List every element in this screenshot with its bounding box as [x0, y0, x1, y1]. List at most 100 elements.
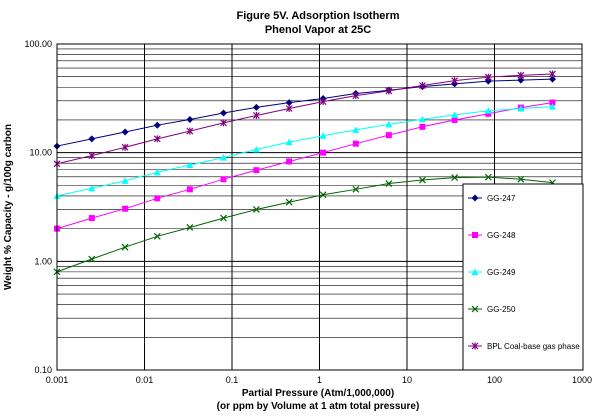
- y-tick-label: 100.00: [24, 39, 52, 49]
- series-4-point: [220, 214, 227, 222]
- chart-subtitle: Phenol Vapor at 25C: [265, 24, 371, 36]
- x-tick-label: 10: [402, 375, 412, 385]
- series-5-point: [319, 98, 327, 106]
- series-2-point: [320, 149, 327, 156]
- legend-swatch-marker: [471, 305, 479, 313]
- series-1-point: [548, 75, 556, 83]
- series-1-point: [252, 103, 260, 111]
- series-4-point: [451, 174, 459, 181]
- series-5-point: [121, 143, 129, 151]
- series-3-point: [484, 107, 492, 114]
- x-tick-label: 1: [317, 375, 322, 385]
- x-tick-label: 0.01: [136, 375, 154, 385]
- series-4-point: [252, 206, 260, 213]
- series-4-point: [186, 224, 194, 231]
- series-4: [53, 173, 556, 276]
- series-3-point: [385, 120, 393, 128]
- series-5-point: [88, 152, 96, 160]
- series-3-line: [56, 106, 553, 197]
- series-4-point: [153, 232, 161, 240]
- y-tick-labels: 0.10 1.00 10.00 100.00: [24, 39, 52, 375]
- series-4-point: [285, 198, 293, 206]
- series-3-point: [220, 154, 228, 161]
- series-5-point: [220, 119, 227, 127]
- series-4-point: [385, 180, 393, 187]
- legend-swatch-marker: [471, 268, 479, 275]
- x-tick-label: 1000: [572, 375, 592, 385]
- y-tick-label: 1.00: [34, 256, 52, 266]
- series-2-point: [352, 140, 359, 147]
- series-2-point: [485, 110, 492, 117]
- series-4-point: [418, 176, 426, 184]
- series-2-line: [56, 102, 553, 230]
- series-3-point: [451, 111, 459, 118]
- legend-swatch-marker: [472, 232, 478, 238]
- series-5-point: [153, 135, 161, 143]
- series-2-point: [186, 186, 193, 193]
- series-5-point: [549, 70, 556, 78]
- series-4-point: [319, 191, 327, 199]
- series-1-point: [285, 99, 293, 107]
- legend-item-4: GG-250: [468, 305, 516, 314]
- legend-label: GG-248: [487, 231, 516, 240]
- x-tick-label: 100: [487, 375, 502, 385]
- series-1-point: [88, 135, 96, 143]
- series-3-point: [186, 161, 194, 169]
- series-5-point: [186, 127, 194, 135]
- legend-box: [462, 183, 584, 371]
- series-1-point: [517, 76, 525, 84]
- legend-swatch-marker: [471, 342, 479, 350]
- series-2-point: [220, 176, 227, 183]
- series-5-point: [418, 82, 426, 90]
- series-1-point: [186, 115, 194, 123]
- series-4-line: [56, 176, 553, 273]
- series-3: [53, 103, 556, 199]
- series-3-point: [319, 132, 327, 139]
- series-2-point: [286, 158, 293, 165]
- series-3-point: [285, 138, 293, 146]
- series-3-point: [517, 104, 525, 112]
- series-3-point: [121, 177, 129, 184]
- series-2-point: [385, 132, 392, 139]
- legend-item-3: GG-249: [468, 268, 516, 277]
- legend-swatch-marker: [471, 194, 479, 202]
- series-2-point: [253, 167, 260, 174]
- series-3-point: [252, 145, 260, 153]
- series-3-point: [88, 184, 96, 192]
- series-5-point: [517, 71, 525, 79]
- series-1-point: [121, 128, 129, 136]
- series-3-point: [548, 103, 556, 110]
- legend-item-1: GG-247: [468, 194, 516, 203]
- y-tick-label: 0.10: [34, 365, 52, 375]
- y-tick-label: 10.00: [29, 148, 52, 158]
- series-1-point: [153, 121, 161, 129]
- legend: GG-247 GG-248 GG-249 GG-250 BPL Coal-base ga…: [462, 183, 584, 371]
- series-1: [53, 75, 556, 150]
- series-2-point: [122, 205, 129, 212]
- series-5-point: [352, 92, 360, 100]
- series-5-point: [252, 111, 260, 119]
- legend-label: BPL Coal-base gas phase: [487, 342, 580, 351]
- series-4-point: [121, 243, 129, 251]
- x-tick-label: 0.1: [226, 375, 239, 385]
- series-2-point: [419, 123, 426, 130]
- series-1-point: [220, 109, 228, 117]
- legend-label: GG-250: [487, 305, 516, 314]
- series-2-point: [451, 116, 458, 123]
- x-axis-label: Partial Pressure (Atm/1,000,000): [242, 388, 394, 399]
- legend-label: GG-247: [487, 194, 516, 203]
- legend-item-2: GG-248: [468, 231, 516, 240]
- series-5-point: [484, 73, 492, 81]
- series-4-point: [484, 173, 492, 181]
- x-tick-labels: 0.001 0.01 0.1 1 10 100 1000: [46, 375, 592, 385]
- legend-item-5: BPL Coal-base gas phase: [468, 342, 580, 351]
- series-5-point: [285, 104, 293, 112]
- x-tick-label: 0.001: [46, 375, 69, 385]
- series-5-point: [451, 77, 459, 85]
- legend-label: GG-249: [487, 268, 516, 277]
- series-4-point: [352, 185, 360, 193]
- series-1-line: [56, 78, 553, 147]
- series-2-point: [88, 215, 95, 222]
- x-axis-sublabel: (or ppm by Volume at 1 atm total pressur…: [217, 401, 420, 412]
